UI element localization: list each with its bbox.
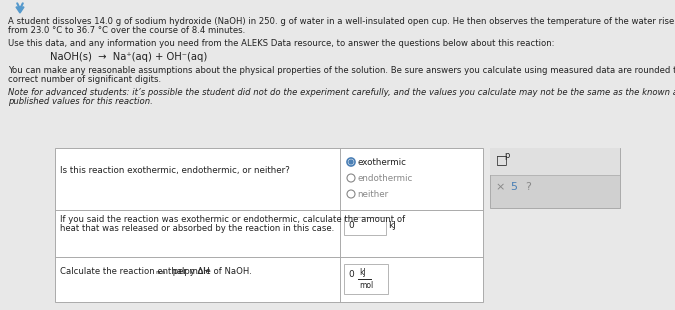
Text: heat that was released or absorbed by the reaction in this case.: heat that was released or absorbed by th… bbox=[60, 224, 334, 233]
Text: Use this data, and any information you need from the ALEKS Data resource, to ans: Use this data, and any information you n… bbox=[8, 39, 554, 48]
Text: 0: 0 bbox=[348, 270, 354, 279]
Text: Is this reaction exothermic, endothermic, or neither?: Is this reaction exothermic, endothermic… bbox=[60, 166, 290, 175]
Text: endothermic: endothermic bbox=[357, 174, 412, 183]
Text: p: p bbox=[504, 151, 510, 160]
Text: 5: 5 bbox=[510, 182, 517, 192]
Text: kJ: kJ bbox=[388, 221, 396, 230]
Text: Calculate the reaction enthalpy ΔH: Calculate the reaction enthalpy ΔH bbox=[60, 267, 210, 276]
FancyBboxPatch shape bbox=[490, 148, 620, 175]
Text: published values for this reaction.: published values for this reaction. bbox=[8, 97, 153, 106]
Text: rxn: rxn bbox=[155, 270, 165, 275]
Text: A student dissolves 14.0 g of sodium hydroxide (NaOH) in 250. g of water in a we: A student dissolves 14.0 g of sodium hyd… bbox=[8, 17, 674, 26]
Text: If you said the reaction was exothermic or endothermic, calculate the amount of: If you said the reaction was exothermic … bbox=[60, 215, 405, 224]
FancyBboxPatch shape bbox=[344, 264, 388, 294]
Text: ?: ? bbox=[525, 182, 531, 192]
Text: kJ: kJ bbox=[359, 268, 366, 277]
Text: exothermic: exothermic bbox=[357, 158, 406, 167]
Polygon shape bbox=[16, 7, 24, 13]
Text: per mole of NaOH.: per mole of NaOH. bbox=[170, 267, 252, 276]
Text: neither: neither bbox=[357, 190, 388, 199]
FancyBboxPatch shape bbox=[344, 217, 386, 235]
FancyBboxPatch shape bbox=[55, 148, 483, 302]
Text: ×: × bbox=[495, 182, 504, 192]
Text: □: □ bbox=[496, 153, 508, 166]
Text: correct number of significant digits.: correct number of significant digits. bbox=[8, 75, 161, 84]
FancyBboxPatch shape bbox=[490, 148, 620, 208]
Text: mol: mol bbox=[359, 281, 373, 290]
Text: 0: 0 bbox=[348, 221, 354, 230]
Text: NaOH(s)  →  Na⁺(aq) + OH⁻(aq): NaOH(s) → Na⁺(aq) + OH⁻(aq) bbox=[50, 52, 207, 62]
Text: from 23.0 °C to 36.7 °C over the course of 8.4 minutes.: from 23.0 °C to 36.7 °C over the course … bbox=[8, 26, 245, 35]
Circle shape bbox=[349, 160, 353, 164]
Text: Note for advanced students: it’s possible the student did not do the experiment : Note for advanced students: it’s possibl… bbox=[8, 88, 675, 97]
Text: You can make any reasonable assumptions about the physical properties of the sol: You can make any reasonable assumptions … bbox=[8, 66, 675, 75]
